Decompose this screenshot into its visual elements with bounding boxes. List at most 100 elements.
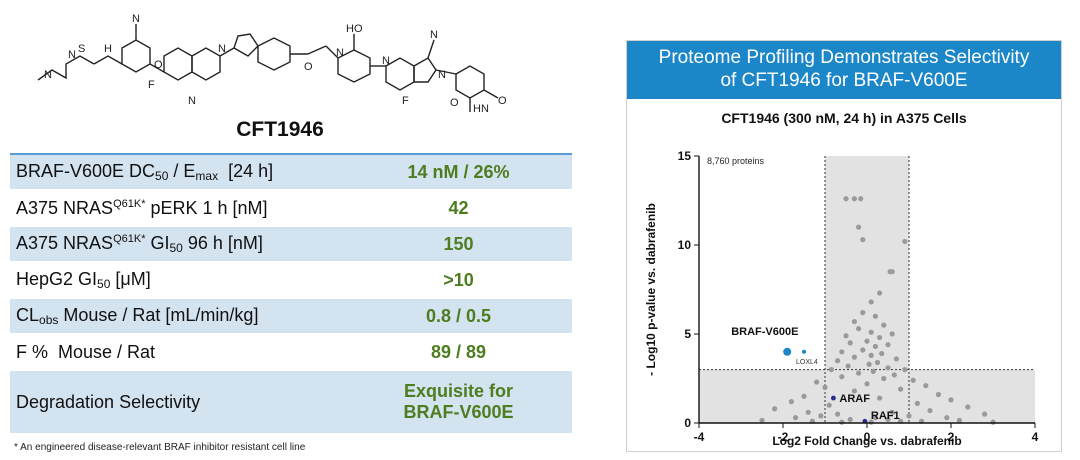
protein-point [914,400,920,407]
protein-point [881,375,887,382]
x-tick-label: -2 [778,430,789,444]
protein-point [889,409,895,415]
property-label: HepG2 GI50 [μM] [10,262,345,299]
footnote: * An engineered disease-relevant BRAF in… [14,442,306,453]
protein-point [856,370,862,376]
property-row: A375 NRASQ61K* GI50 96 h [nM] 150 [10,226,572,263]
panel-title-line-1: Proteome Profiling Demonstrates Selectiv… [658,47,1030,68]
protein-point [818,413,824,419]
protein-point [793,415,799,421]
protein-point [860,310,866,316]
protein-point [935,391,941,398]
protein-point [868,329,874,335]
svg-text:S: S [78,43,85,55]
x-axis-label: Log2 Fold Change vs. dabrafenib [772,434,961,448]
protein-point [877,334,883,341]
property-value: 14 nM / 26% [345,153,572,191]
nonsignificant-band [699,369,1035,423]
protein-point [982,411,988,417]
property-value-line: BRAF-V600E [403,402,514,422]
protein-point [872,313,878,319]
protein-point [835,358,841,364]
svg-text:O: O [498,95,507,107]
property-row: Degradation Selectivity Exquisite for BRAF… [10,370,572,435]
protein-point [845,363,851,369]
protein-point [885,342,891,348]
protein-point [965,404,971,410]
protein-point [856,224,862,230]
protein-point [868,299,874,305]
volcano-plot: CFT1946 (300 nM, 24 h) in A375 Cells BRAF… [644,110,1039,448]
protein-point [851,388,857,394]
braf-v600e-point [783,347,792,356]
protein-point [902,238,908,245]
protein-point [877,395,883,401]
protein-point [944,415,950,421]
protein-count-annotation: 8,760 proteins [707,156,765,166]
property-value: 150 [345,226,572,263]
protein-point [864,338,870,344]
property-value: >10 [345,262,572,299]
protein-point [860,347,866,353]
protein-point [822,384,828,390]
loxl4-point [802,349,806,354]
protein-point [839,419,845,425]
x-tick-label: -4 [694,430,705,444]
protein-point [898,386,904,392]
svg-text:N: N [336,47,344,59]
svg-text:O: O [450,97,459,109]
araf-label: ARAF [839,393,870,405]
protein-point [879,350,885,357]
protein-point [814,379,820,385]
protein-point [856,326,862,332]
y-tick-label: 5 [684,327,691,341]
protein-point [870,368,876,374]
x-tick-label: 2 [948,430,955,444]
protein-point [847,340,853,346]
panel-title: Proteome Profiling Demonstrates Selectiv… [627,41,1061,99]
property-label: A375 NRASQ61K* GI50 96 h [nM] [10,226,345,263]
proteome-profiling-panel: Proteome Profiling Demonstrates Selectiv… [626,40,1062,452]
y-tick-label: 0 [684,416,691,430]
x-tick-label: 4 [1032,430,1039,444]
protein-point [902,367,908,373]
protein-point [906,413,912,419]
protein-point [860,237,866,243]
svg-text:HN: HN [473,103,489,115]
protein-point [885,416,891,423]
property-row: F % Mouse / Rat 89 / 89 [10,334,572,371]
protein-point [851,196,857,202]
raf1-label: RAF1 [871,410,900,422]
protein-point [881,322,887,328]
svg-text:N: N [382,55,390,67]
araf-point [831,395,836,401]
protein-point [843,333,849,339]
protein-point [889,331,895,337]
svg-text:N: N [68,49,76,61]
svg-text:N: N [44,69,52,81]
y-tick-label: 15 [678,149,692,163]
protein-point [927,407,933,414]
protein-point [788,399,794,405]
protein-point [948,397,954,403]
property-value: 42 [345,190,572,227]
protein-point [872,415,878,421]
property-row: A375 NRASQ61K* pERK 1 h [nM] 42 [10,190,572,227]
svg-text:N: N [132,13,140,25]
protein-point [956,417,962,423]
protein-point [893,356,899,362]
protein-point [874,359,881,366]
svg-text:F: F [148,79,155,91]
protein-point [835,411,841,417]
svg-text:N: N [430,29,438,41]
protein-point [864,381,870,387]
svg-text:O: O [154,59,163,71]
protein-point [887,269,893,275]
property-row: BRAF-V600E DC50 / Emax [24 h] 14 nM / 26% [10,153,572,191]
svg-text:HO: HO [346,23,363,35]
protein-point [828,367,834,373]
svg-text:N: N [218,43,226,55]
property-label: CLobs Mouse / Rat [mL/min/kg] [10,298,345,335]
protein-point [868,352,874,358]
svg-text:N: N [438,69,446,81]
